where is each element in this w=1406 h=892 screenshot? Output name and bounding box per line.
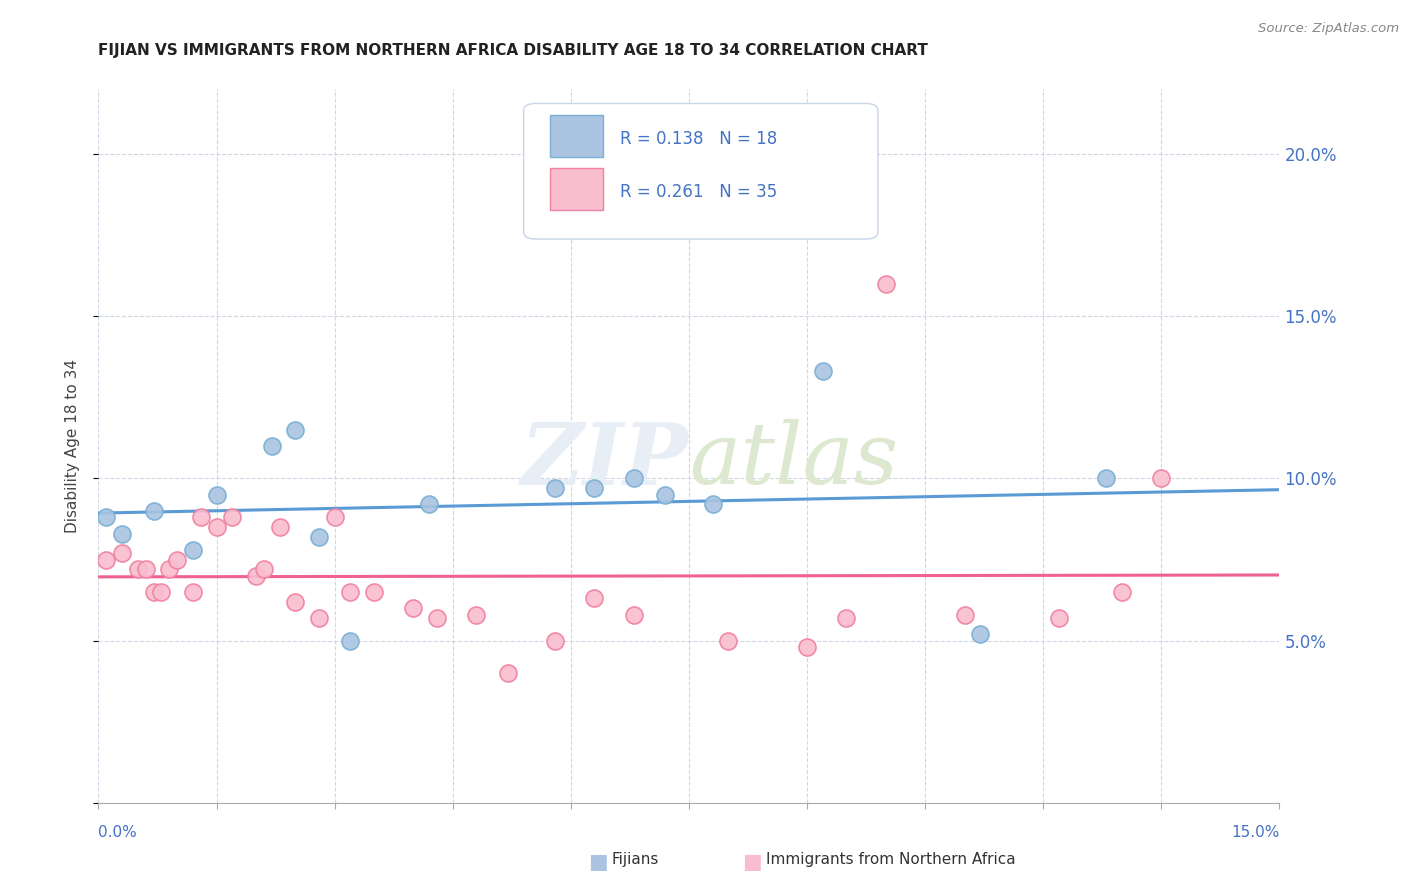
Point [583, 481, 606, 495]
Text: Fijians: Fijians [612, 852, 659, 867]
Point [583, 591, 606, 606]
Point [496, 666, 519, 681]
Point [339, 585, 361, 599]
Point [654, 488, 676, 502]
Point [402, 601, 425, 615]
Point [323, 510, 346, 524]
Point [1095, 471, 1118, 485]
Point [260, 439, 283, 453]
Text: Source: ZipAtlas.com: Source: ZipAtlas.com [1258, 22, 1399, 36]
Point [269, 520, 291, 534]
Text: ■: ■ [588, 852, 607, 871]
Point [111, 546, 134, 560]
Point [111, 526, 134, 541]
Text: R = 0.261   N = 35: R = 0.261 N = 35 [620, 183, 778, 202]
Point [205, 488, 228, 502]
Point [811, 364, 834, 378]
Text: R = 0.138   N = 18: R = 0.138 N = 18 [620, 130, 778, 148]
Point [253, 562, 276, 576]
Point [245, 568, 267, 582]
Point [796, 640, 818, 654]
Point [969, 627, 991, 641]
Point [702, 497, 724, 511]
Point [127, 562, 149, 576]
Text: ■: ■ [742, 852, 762, 871]
Point [142, 585, 165, 599]
Point [953, 607, 976, 622]
Point [544, 481, 567, 495]
Text: Immigrants from Northern Africa: Immigrants from Northern Africa [766, 852, 1017, 867]
Text: 0.0%: 0.0% [98, 825, 138, 840]
Text: 15.0%: 15.0% [1232, 825, 1279, 840]
Point [135, 562, 157, 576]
Point [181, 542, 204, 557]
Point [465, 607, 488, 622]
Point [623, 471, 645, 485]
Point [426, 611, 449, 625]
Point [875, 277, 897, 291]
Text: FIJIAN VS IMMIGRANTS FROM NORTHERN AFRICA DISABILITY AGE 18 TO 34 CORRELATION CH: FIJIAN VS IMMIGRANTS FROM NORTHERN AFRIC… [98, 43, 928, 58]
Point [339, 633, 361, 648]
Y-axis label: Disability Age 18 to 34: Disability Age 18 to 34 [65, 359, 80, 533]
Point [205, 520, 228, 534]
Point [181, 585, 204, 599]
Point [308, 530, 330, 544]
Point [157, 562, 180, 576]
Point [150, 585, 173, 599]
Point [1111, 585, 1133, 599]
Point [308, 611, 330, 625]
Point [1047, 611, 1070, 625]
Point [835, 611, 858, 625]
Point [623, 607, 645, 622]
Text: atlas: atlas [689, 419, 898, 501]
Point [166, 552, 188, 566]
Point [544, 633, 567, 648]
Point [284, 595, 307, 609]
FancyBboxPatch shape [550, 169, 603, 211]
Point [221, 510, 243, 524]
Point [284, 423, 307, 437]
Point [96, 510, 118, 524]
Point [190, 510, 212, 524]
Point [363, 585, 385, 599]
FancyBboxPatch shape [523, 103, 877, 239]
Point [142, 504, 165, 518]
Point [418, 497, 440, 511]
Point [1150, 471, 1173, 485]
Point [96, 552, 118, 566]
FancyBboxPatch shape [550, 115, 603, 157]
Point [717, 633, 740, 648]
Text: ZIP: ZIP [522, 418, 689, 502]
